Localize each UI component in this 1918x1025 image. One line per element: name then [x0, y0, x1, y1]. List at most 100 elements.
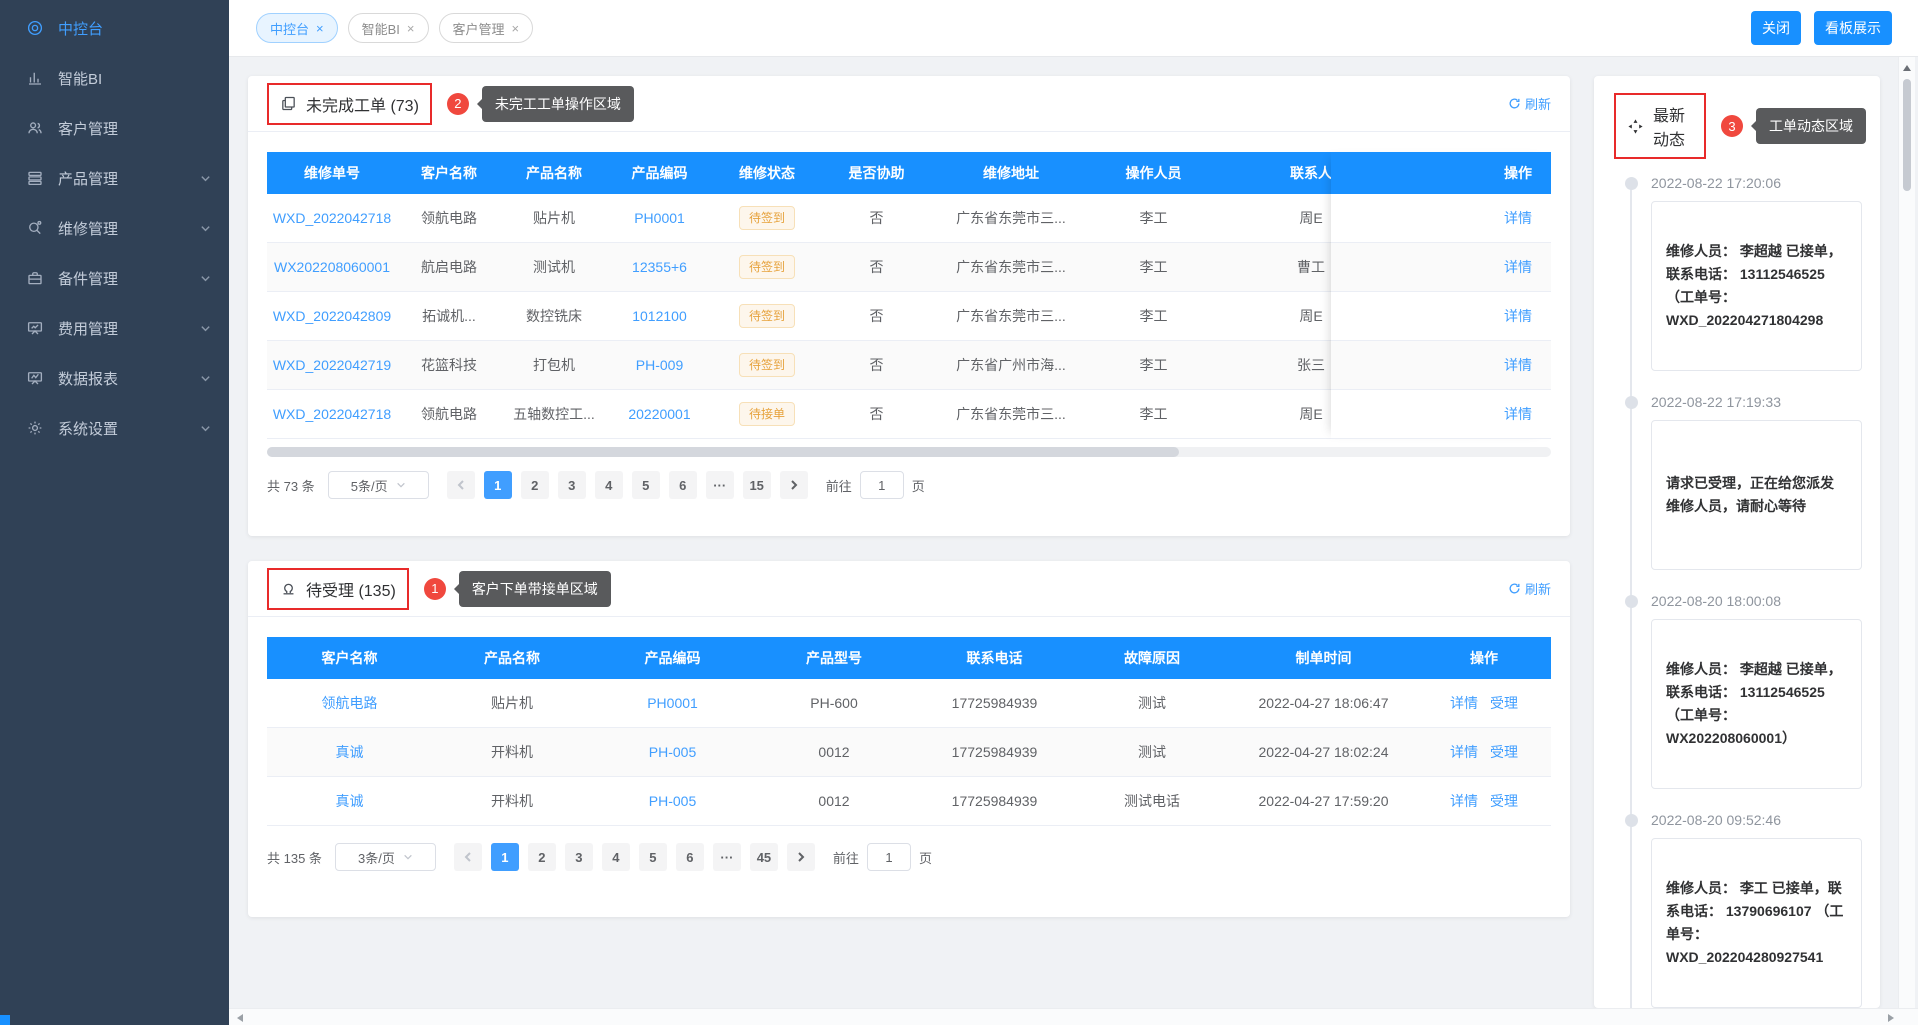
- scroll-up-arrow-icon[interactable]: [1903, 65, 1911, 71]
- order-no-link[interactable]: WXD_2022042718: [272, 406, 392, 422]
- timestamp: 2022-08-22 17:20:06: [1651, 175, 1781, 191]
- detail-link[interactable]: 详情: [1450, 744, 1478, 760]
- detail-link[interactable]: 详情: [1504, 308, 1532, 324]
- goto-page-input[interactable]: [866, 843, 911, 871]
- activity-card: 维修人员： 李工 已接单，联系电话： 13790696107 （工单号：WXD_…: [1651, 838, 1862, 1008]
- panel-title: 待受理 (135): [306, 582, 396, 600]
- product-code-link[interactable]: 20220001: [628, 406, 691, 422]
- product-code-link[interactable]: 12355+6: [632, 259, 687, 275]
- sidebar-item-spare-parts[interactable]: 备件管理: [0, 253, 229, 303]
- page-button-3[interactable]: 3: [557, 471, 586, 499]
- chevron-down-icon: [404, 854, 412, 860]
- sidebar-item-reports[interactable]: 数据报表: [0, 353, 229, 403]
- corner-accent: [0, 1015, 10, 1025]
- horizontal-scrollbar: [267, 447, 1551, 457]
- accept-link[interactable]: 受理: [1490, 695, 1518, 711]
- status-badge: 待接单: [738, 401, 795, 427]
- product-code-link[interactable]: PH-009: [635, 357, 684, 373]
- sidebar-item-console[interactable]: 中控台: [0, 3, 229, 53]
- customer-link[interactable]: 真诚: [335, 793, 364, 809]
- page-size-select[interactable]: 5条/页: [327, 471, 429, 499]
- chevron-down-icon: [200, 223, 211, 234]
- horizontal-scrollbar[interactable]: [229, 1008, 1918, 1025]
- page-button-6[interactable]: 6: [675, 843, 704, 871]
- close-button[interactable]: 关闭: [1751, 11, 1801, 45]
- order-no-link[interactable]: WX202208060001: [274, 259, 390, 275]
- goto-label: 前往: [832, 850, 859, 866]
- tab-console[interactable]: 中控台 ×: [256, 13, 338, 43]
- page-button-6[interactable]: 6: [668, 471, 697, 499]
- close-icon[interactable]: ×: [406, 20, 415, 36]
- latest-activity-title-box: 最新动态: [1614, 93, 1706, 159]
- page-button-1[interactable]: 1: [483, 471, 512, 499]
- tab-customers[interactable]: 客户管理 ×: [438, 13, 534, 43]
- activity-card: 维修人员： 李超越 已接单，联系电话： 13112546525 （工单号：WX2…: [1651, 619, 1862, 789]
- close-icon[interactable]: ×: [316, 20, 324, 36]
- page-button-1[interactable]: 1: [490, 843, 519, 871]
- sidebar-item-settings[interactable]: 系统设置: [0, 403, 229, 453]
- product-code-link[interactable]: PH0001: [634, 210, 685, 226]
- customer-link[interactable]: 真诚: [335, 744, 364, 760]
- next-page-button[interactable]: [779, 471, 808, 499]
- close-icon[interactable]: ×: [511, 20, 520, 36]
- more-pages-button[interactable]: ···: [712, 843, 741, 871]
- product-code-link[interactable]: PH0001: [647, 695, 698, 711]
- prev-page-button[interactable]: [453, 843, 482, 871]
- scroll-left-arrow-icon[interactable]: [237, 1014, 243, 1022]
- sidebar-item-products[interactable]: 产品管理: [0, 153, 229, 203]
- order-no-link[interactable]: WXD_2022042719: [272, 357, 392, 373]
- order-number: WXD_202204271804298: [1666, 312, 1824, 329]
- chevron-down-icon: [396, 482, 405, 488]
- chevron-down-icon: [200, 323, 211, 334]
- users-icon: [26, 119, 44, 137]
- refresh-button[interactable]: 刷新: [1508, 94, 1551, 113]
- sidebar-item-expenses[interactable]: 费用管理: [0, 303, 229, 353]
- server-stack-icon: [26, 169, 44, 187]
- page-button-2[interactable]: 2: [520, 471, 549, 499]
- detail-link[interactable]: 详情: [1504, 406, 1532, 422]
- page-button-5[interactable]: 5: [638, 843, 667, 871]
- next-page-button[interactable]: [786, 843, 815, 871]
- order-no-link[interactable]: WXD_2022042809: [272, 308, 392, 324]
- page-button-4[interactable]: 4: [601, 843, 630, 871]
- scrollbar-thumb[interactable]: [1903, 79, 1911, 191]
- page-button-3[interactable]: 3: [564, 843, 593, 871]
- page-size-select[interactable]: 3条/页: [334, 843, 436, 871]
- detail-link[interactable]: 详情: [1504, 259, 1532, 275]
- detail-link[interactable]: 详情: [1450, 793, 1478, 809]
- tab-bi[interactable]: 智能BI ×: [347, 13, 429, 43]
- refresh-button[interactable]: 刷新: [1508, 579, 1551, 598]
- detail-link[interactable]: 详情: [1504, 357, 1532, 373]
- scroll-right-arrow-icon[interactable]: [1888, 1014, 1894, 1022]
- detail-link[interactable]: 详情: [1504, 210, 1532, 226]
- accept-link[interactable]: 受理: [1490, 744, 1518, 760]
- timeline-dot-icon: [1625, 396, 1638, 409]
- vertical-scrollbar[interactable]: [1898, 57, 1915, 1008]
- more-pages-button[interactable]: ···: [705, 471, 734, 499]
- sidebar-item-bi[interactable]: 智能BI: [0, 53, 229, 103]
- report-board-icon: [26, 369, 44, 387]
- timeline-item: 2022-08-22 17:20:06 维修人员： 李超越 已接单，联系电话： …: [1625, 175, 1862, 371]
- product-code-link[interactable]: 1012100: [632, 308, 687, 324]
- sidebar-item-repair[interactable]: 维修管理: [0, 203, 229, 253]
- detail-link[interactable]: 详情: [1450, 695, 1478, 711]
- scrollbar-thumb[interactable]: [267, 447, 1179, 457]
- topbar: 中控台 × 智能BI × 客户管理 × 关闭 看板展示: [229, 0, 1918, 57]
- page-button-2[interactable]: 2: [527, 843, 556, 871]
- sidebar: 中控台 智能BI 客户管理 产品管理 维修管理 备件管理 费用管理 数据报表 系…: [0, 0, 229, 1025]
- product-code-link[interactable]: PH-005: [648, 793, 697, 809]
- order-no-link[interactable]: WXD_2022042718: [272, 210, 392, 226]
- product-code-link[interactable]: PH-005: [648, 744, 697, 760]
- last-page-button[interactable]: 45: [749, 843, 778, 871]
- board-display-button[interactable]: 看板展示: [1814, 11, 1892, 45]
- goto-page-input[interactable]: [859, 471, 904, 499]
- order-number: WXD_202204280927541: [1666, 949, 1824, 966]
- page-button-4[interactable]: 4: [594, 471, 623, 499]
- refresh-icon: [1509, 583, 1520, 594]
- prev-page-button[interactable]: [446, 471, 475, 499]
- accept-link[interactable]: 受理: [1490, 793, 1518, 809]
- last-page-button[interactable]: 15: [742, 471, 771, 499]
- customer-link[interactable]: 领航电路: [321, 695, 378, 711]
- page-button-5[interactable]: 5: [631, 471, 660, 499]
- sidebar-item-customers[interactable]: 客户管理: [0, 103, 229, 153]
